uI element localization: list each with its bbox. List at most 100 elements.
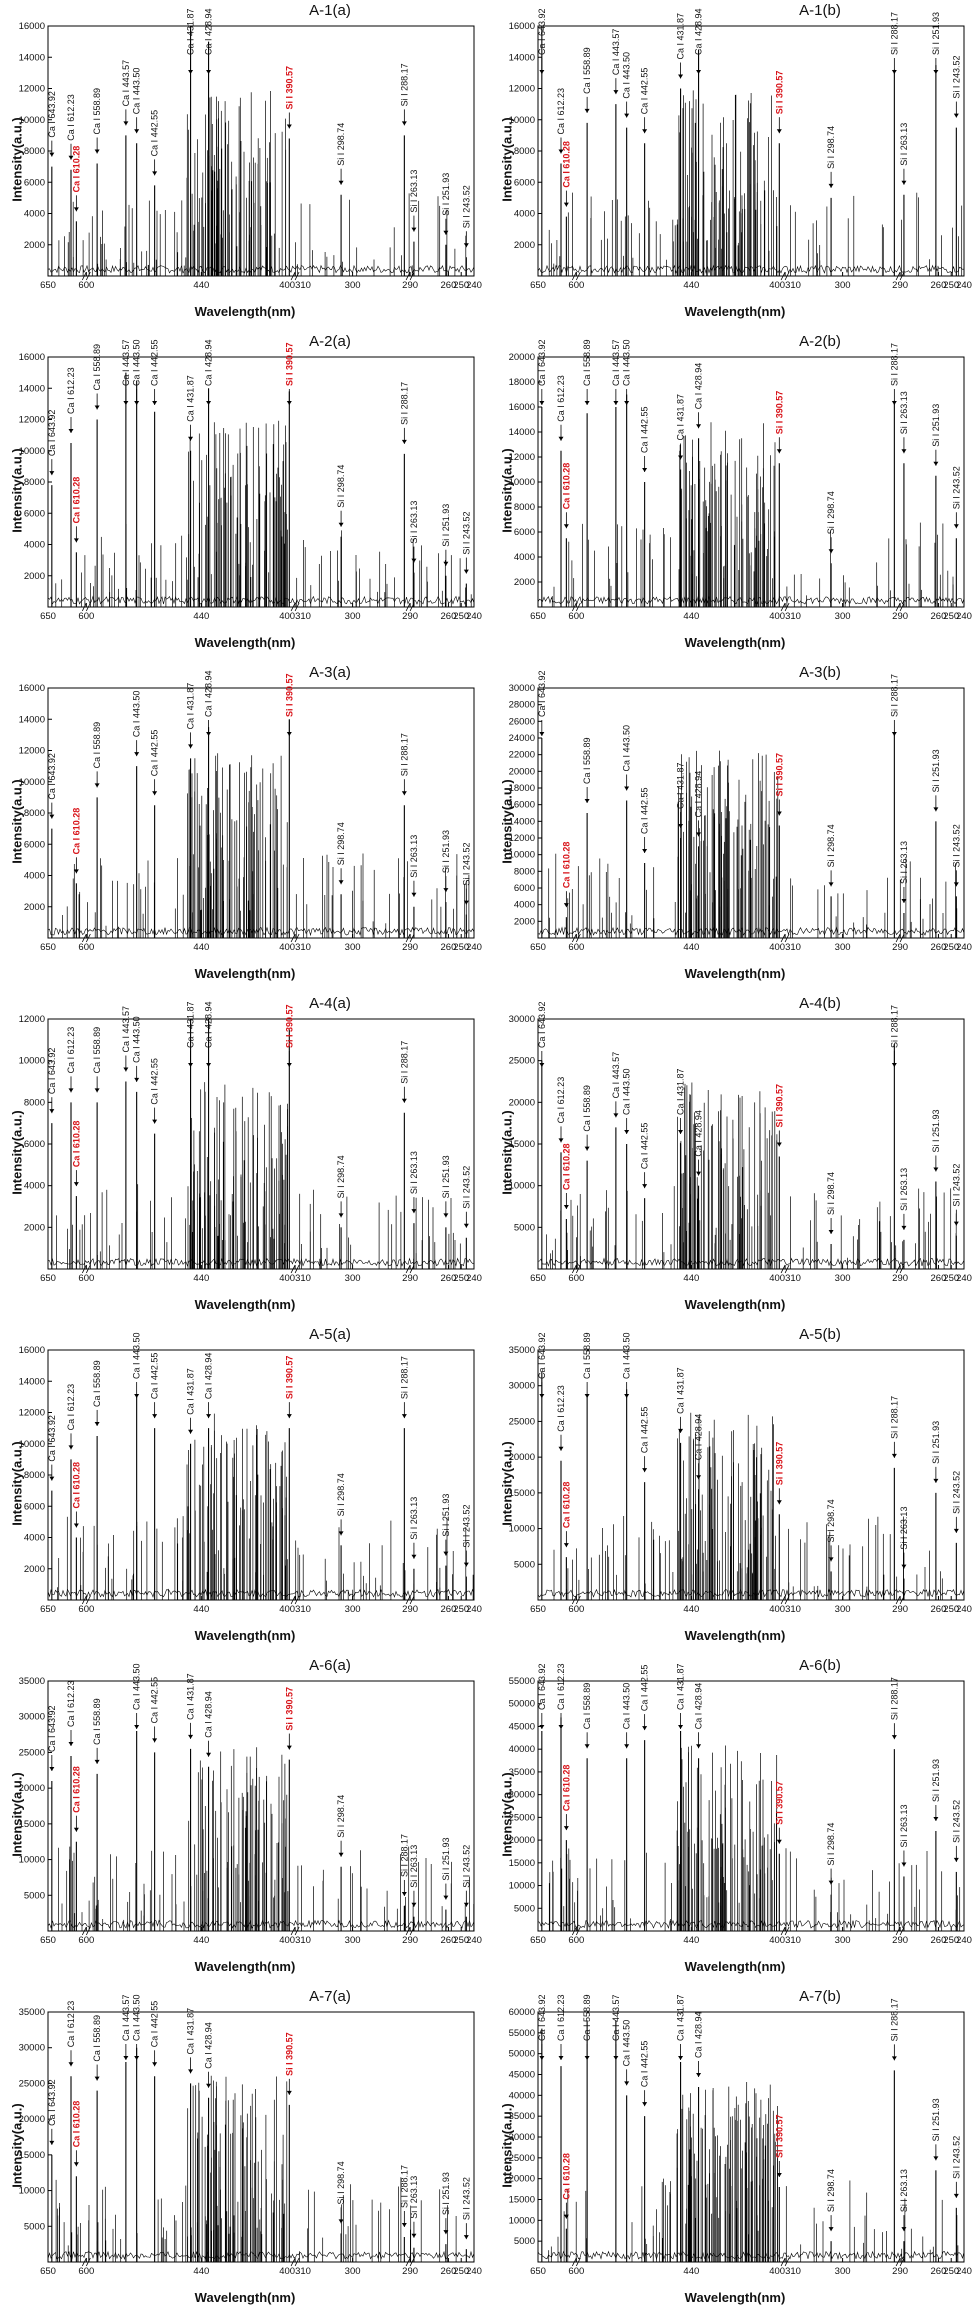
x-tick-label: 260 (931, 2266, 947, 2277)
peak-arrowhead (642, 2102, 648, 2107)
x-tick-label: 300 (345, 280, 361, 291)
y-tick-label: 14000 (509, 52, 535, 63)
peak-label: Si I 263.13 (899, 1507, 909, 1550)
y-tick-label: 25000 (509, 2153, 535, 2164)
peak-arrowhead (624, 1394, 630, 1398)
peak-label: Ca I 443.50 (622, 1332, 632, 1379)
peak-arrowhead (443, 1551, 449, 1556)
y-tick-label: 15000 (509, 2195, 535, 2206)
x-tick-label: 600 (78, 611, 94, 622)
x-axis-label: Wavelength(nm) (194, 966, 296, 981)
y-tick-label: 16000 (19, 352, 45, 363)
spectrum-plot: 5000 10000 15000 20000 25000 30000 35000 650 600… (509, 1332, 972, 1615)
peak-arrowhead (891, 1453, 897, 1458)
y-tick-label: 30000 (19, 1712, 45, 1723)
peak-arrowhead (134, 1725, 140, 1729)
axis-break (290, 933, 300, 943)
peak-label: Si I 251.93 (441, 1838, 451, 1881)
y-tick-label: 22000 (509, 750, 535, 761)
peak-arrowhead (463, 1562, 469, 1567)
baseline-noise (537, 1257, 965, 1267)
peak-arrowhead (776, 449, 782, 454)
peak-label: Si I 298.74 (336, 1155, 346, 1198)
x-tick-label: 240 (956, 1273, 972, 1284)
peak-arrowhead (696, 832, 702, 837)
y-tick-label: 10000 (509, 115, 535, 126)
peak-arrowhead (411, 558, 417, 563)
peak-arrowhead (152, 2062, 158, 2067)
y-tick-label: 20000 (509, 1452, 535, 1463)
y-tick-label: 30000 (509, 1014, 535, 1025)
peak-label: Ca I 442.55 (640, 1407, 650, 1454)
peak-arrowhead (563, 1543, 569, 1548)
peak-label: Si I 298.74 (826, 1172, 836, 1215)
x-tick-label: 300 (835, 611, 851, 622)
peak-arrowhead (901, 1564, 907, 1569)
y-tick-label: 30000 (509, 1381, 535, 1392)
x-tick-label: 260 (441, 2266, 457, 2277)
panel-title: A-4(b) (799, 995, 841, 1012)
x-tick-label: 240 (956, 280, 972, 291)
peak-label: Si I 251.93 (441, 1494, 451, 1537)
peak-arrowhead (94, 1088, 100, 1093)
y-tick-label: 14000 (19, 52, 45, 63)
y-tick-label: 14000 (19, 383, 45, 394)
peak-arrowhead (188, 1734, 194, 1739)
peak-arrowhead (624, 786, 630, 791)
peak-label: Si I 288.17 (399, 1041, 409, 1084)
peak-arrowhead (539, 401, 545, 405)
peak-arrowhead (933, 70, 939, 74)
x-tick-label: 240 (466, 1604, 482, 1615)
peak-arrowhead (901, 1862, 907, 1867)
plot-frame (47, 1680, 475, 1932)
x-tick-label: 400310 (769, 1273, 801, 1284)
peak-arrowhead (933, 2156, 939, 2161)
peak-label: Si I 390.57 (774, 753, 784, 797)
peak-label: Si I 288.17 (889, 674, 899, 717)
spectrum-panel: A-4(b) Intensity(a.u.) Wavelength(nm) 5000 1… (490, 993, 980, 1324)
x-tick-label: 440 (193, 2266, 209, 2277)
peak-arrowhead (463, 900, 469, 905)
peak-label: Si I 243.52 (951, 1800, 961, 1843)
peak-label: Ca I 558.89 (582, 1085, 592, 1132)
plot-frame (47, 1018, 475, 1270)
peak-arrowhead (828, 549, 834, 554)
x-tick-label: 290 (892, 611, 908, 622)
y-tick-label: 12000 (509, 84, 535, 95)
peak-arrowhead (696, 1171, 702, 1176)
peak-arrowhead (624, 1130, 630, 1134)
peak-arrowhead (584, 401, 590, 405)
x-tick-label: 290 (402, 942, 418, 953)
peak-label: Ca I 431.87 (186, 683, 196, 730)
peak-arrowhead (443, 230, 449, 235)
peak-label: Si I 263.13 (409, 2176, 419, 2219)
peak-label: Ca I 558.89 (92, 88, 102, 135)
peak-arrowhead (563, 903, 569, 908)
y-tick-label: 25000 (19, 1747, 45, 1758)
peak-arrowhead (828, 882, 834, 887)
x-tick-label: 650 (530, 1935, 546, 1946)
peak-label: Ca I 442.55 (640, 1665, 650, 1712)
x-tick-label: 440 (193, 942, 209, 953)
y-tick-label: 12000 (19, 1408, 45, 1419)
peak-arrowhead (933, 807, 939, 812)
y-tick-label: 12000 (509, 833, 535, 844)
panel-title: A-7(b) (799, 1988, 841, 2005)
peak-arrowhead (563, 1205, 569, 1209)
peak-arrowhead (411, 892, 417, 897)
x-tick-label: 440 (193, 280, 209, 291)
peak-label: Si I 251.93 (931, 1421, 941, 1464)
x-tick-label: 300 (345, 1604, 361, 1615)
peak-label: Si I 288.17 (399, 1834, 409, 1877)
peak-arrowhead (443, 1895, 449, 1900)
peak-label: Si I 298.74 (336, 1473, 346, 1516)
peak-label: Ca I 443.50 (132, 339, 142, 386)
spectrum-plot: 2000 4000 6000 8000 10000 12000 14000 16000 1800… (509, 339, 972, 622)
x-tick-label: 260 (931, 942, 947, 953)
x-tick-label: 300 (345, 1935, 361, 1946)
peak-label: Ca I 443.50 (132, 1663, 142, 1710)
x-tick-label: 400310 (769, 1604, 801, 1615)
peak-label: Ca I 443.50 (622, 2020, 632, 2067)
peak-label: Ca I 443.50 (132, 1332, 142, 1379)
peak-label: Ca I 643.92 (47, 2079, 57, 2126)
